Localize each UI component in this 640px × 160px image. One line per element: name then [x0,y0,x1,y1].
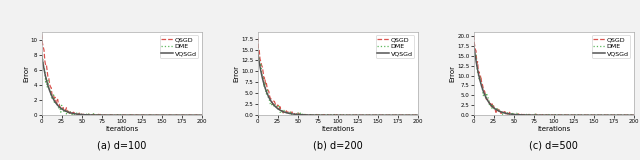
VQSGd [470,43,477,45]
QSGD [198,114,205,116]
DME [255,54,262,56]
DME [254,47,262,49]
Line: QSGD: QSGD [258,37,418,115]
VQSGd [124,114,132,116]
DME [341,114,349,116]
QSGD [509,114,516,116]
Line: QSGD: QSGD [42,34,202,115]
Line: VQSGd: VQSGd [42,55,202,115]
DME [470,49,477,51]
Line: DME: DME [258,48,418,115]
Line: VQSGd: VQSGd [258,52,418,115]
VQSGd [414,114,422,116]
Text: (a) d=100: (a) d=100 [97,140,147,150]
Legend: QSGD, DME, VQSGd: QSGD, DME, VQSGd [159,35,198,58]
VQSGd [198,114,205,116]
Legend: QSGD, DME, VQSGd: QSGD, DME, VQSGd [376,35,415,58]
DME [97,114,105,116]
VQSGd [537,114,545,116]
VQSGd [470,49,478,51]
DME [313,114,321,116]
DME [557,114,564,116]
Line: DME: DME [474,50,634,115]
QSGD [470,43,478,45]
QSGD [529,114,537,116]
DME [268,104,276,106]
VQSGd [96,114,104,116]
VQSGd [528,114,536,116]
QSGD [106,114,113,116]
QSGD [414,114,422,116]
QSGD [38,42,46,44]
QSGD [341,114,349,116]
DME [77,114,84,116]
QSGD [322,114,330,116]
QSGD [254,36,262,38]
DME [414,114,422,116]
QSGD [470,34,477,36]
X-axis label: Iterations: Iterations [105,126,138,132]
DME [52,102,60,104]
DME [38,51,45,53]
VQSGd [105,114,113,116]
VQSGd [38,59,46,61]
VQSGd [38,54,45,56]
VQSGd [254,51,262,53]
QSGD [630,114,637,116]
QSGD [557,114,564,116]
Line: QSGD: QSGD [474,35,634,115]
VQSGd [556,114,564,116]
DME [125,114,132,116]
QSGD [617,114,625,116]
QSGD [97,114,105,116]
VQSGd [184,114,192,116]
QSGD [38,33,45,35]
DME [287,114,295,116]
VQSGd [52,102,60,104]
Legend: QSGD, DME, VQSGd: QSGD, DME, VQSGd [591,35,630,58]
Text: (b) d=200: (b) d=200 [313,140,362,150]
DME [508,114,516,116]
DME [38,55,46,57]
VQSGd [312,114,320,116]
DME [185,114,193,116]
VQSGd [340,114,348,116]
QSGD [185,114,193,116]
DME [617,114,625,116]
QSGD [125,114,132,116]
DME [484,96,492,98]
QSGD [291,114,299,116]
DME [401,114,409,116]
QSGD [401,114,409,116]
VQSGd [255,56,262,58]
DME [630,114,637,116]
QSGD [52,100,60,102]
QSGD [538,114,545,116]
QSGD [484,98,492,100]
DME [470,49,478,51]
Line: DME: DME [42,52,202,115]
VQSGd [268,102,276,104]
QSGD [77,114,84,116]
Y-axis label: Error: Error [450,65,456,82]
QSGD [268,101,276,103]
Y-axis label: Error: Error [23,65,29,82]
DME [529,114,537,116]
Text: (c) d=500: (c) d=500 [529,140,578,150]
DME [538,114,545,116]
DME [322,114,330,116]
VQSGd [630,114,637,116]
VQSGd [484,100,492,102]
Y-axis label: Error: Error [234,65,240,82]
VQSGd [321,114,329,116]
VQSGd [616,114,624,116]
DME [106,114,113,116]
VQSGd [400,114,408,116]
QSGD [313,114,321,116]
X-axis label: Iterations: Iterations [321,126,354,132]
X-axis label: Iterations: Iterations [537,126,570,132]
QSGD [255,48,262,50]
DME [198,114,205,116]
Line: VQSGd: VQSGd [474,44,634,115]
